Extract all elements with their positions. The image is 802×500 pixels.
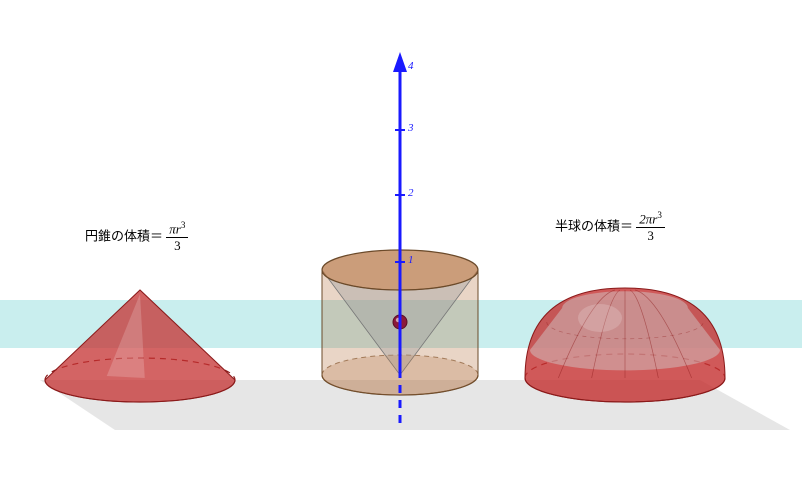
cone-volume-label: 円錐の体積＝ πr3 3 bbox=[85, 220, 188, 255]
hemisphere-formula-denom: 3 bbox=[636, 228, 665, 245]
cone-formula-denom: 3 bbox=[166, 238, 188, 255]
axis-tick-label: 1 bbox=[408, 254, 414, 266]
diagram-canvas: 円錐の体積＝ πr3 3 半球の体積＝ 2πr3 3 4321 bbox=[0, 0, 802, 500]
cone-label-prefix: 円錐の体積＝ bbox=[85, 228, 163, 243]
axis-tick-label: 2 bbox=[408, 187, 414, 199]
hemisphere-formula-exp: 3 bbox=[657, 210, 662, 220]
cone-formula-exp: 3 bbox=[181, 220, 186, 230]
axis-tick-label: 4 bbox=[408, 60, 414, 72]
hemisphere-formula-numer: 2πr bbox=[639, 211, 657, 226]
hemisphere-label-prefix: 半球の体積＝ bbox=[555, 218, 633, 233]
hemisphere-volume-label: 半球の体積＝ 2πr3 3 bbox=[555, 210, 665, 245]
axis-tick-label: 3 bbox=[408, 122, 414, 134]
cone-formula-numer: πr bbox=[169, 221, 181, 236]
